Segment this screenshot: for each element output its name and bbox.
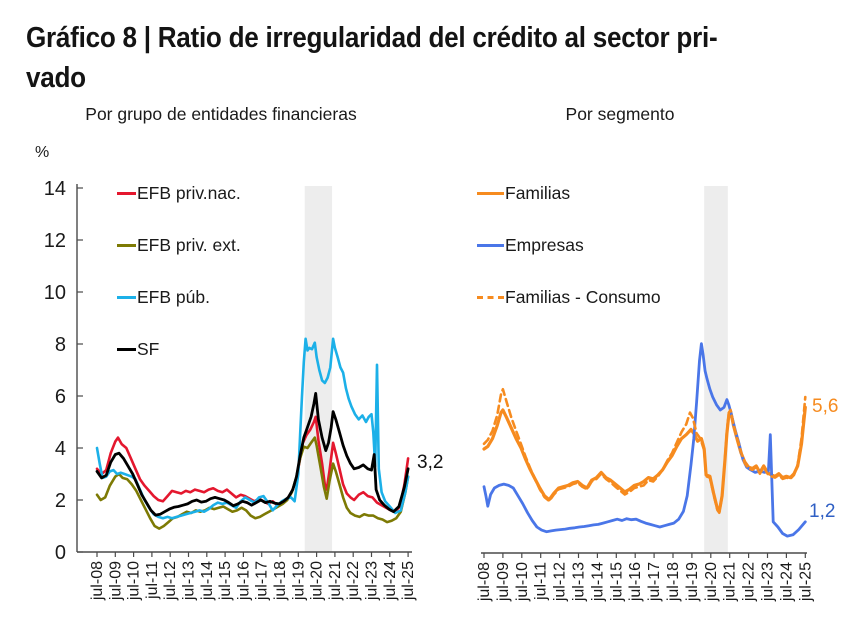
efb-pub-line-swatch-icon	[117, 296, 136, 299]
covid-period-band	[704, 186, 728, 553]
page-title-line1: Gráfico 8 | Ratio de irregularidad del c…	[26, 22, 718, 54]
x-tick-label: jul-18	[272, 561, 289, 601]
x-tick-label: jul-21	[327, 561, 344, 601]
y-tick-label: 0	[55, 542, 66, 564]
x-tick-label: jul-15	[217, 561, 234, 601]
y-tick-label: 2	[55, 490, 66, 512]
legend-item-efb-pub: EFB púb.	[117, 287, 241, 339]
x-tick-label: jul-11	[144, 561, 161, 600]
series-familias	[482, 405, 807, 513]
sf-end-value-label: 3,2	[417, 452, 444, 473]
x-tick-label: jul-25	[797, 562, 814, 602]
x-tick-label: jul-22	[345, 561, 362, 601]
series-sf	[95, 391, 410, 517]
x-tick-label: jul-20	[309, 561, 326, 601]
legend-label: EFB priv.nac.	[137, 183, 241, 203]
y-tick-label: 4	[55, 438, 66, 460]
x-tick-label: jul-14	[199, 561, 216, 601]
x-tick-label: jul-24	[382, 561, 399, 601]
x-tick-label: jul-12	[162, 561, 179, 601]
page-title-line2: vado	[26, 62, 86, 94]
page-title: Gráfico 8 | Ratio de irregularidad del c…	[26, 18, 718, 98]
x-tick-label: jul-12	[552, 562, 569, 602]
x-tick-label: jul-19	[290, 561, 307, 601]
x-tick-label: jul-25	[400, 561, 417, 601]
x-tick-label: jul-24	[778, 562, 795, 602]
x-tick-label: jul-10	[514, 562, 531, 602]
x-tick-label: jul-20	[703, 562, 720, 602]
y-tick-label: 6	[55, 386, 66, 408]
x-tick-label: jul-09	[107, 561, 124, 601]
left-chart-legend: EFB priv.nac. EFB priv. ext. EFB púb. SF	[117, 183, 241, 391]
legend-label: Familias	[505, 183, 571, 203]
x-tick-label: jul-09	[495, 562, 512, 602]
legend-item-familias-consumo: Familias - Consumo	[477, 287, 661, 339]
x-tick-label: jul-17	[646, 562, 663, 602]
x-tick-label: jul-08	[89, 561, 106, 601]
y-tick-label: 12	[44, 230, 66, 252]
x-tick-label: jul-18	[665, 562, 682, 602]
x-tick-label: jul-13	[181, 561, 198, 601]
y-tick-label: 10	[44, 282, 66, 304]
efb-priv-ext-line-swatch-icon	[117, 244, 136, 247]
x-tick-label: jul-14	[589, 562, 606, 602]
y-axis-unit-label: %	[35, 144, 50, 161]
x-tick-label: jul-16	[627, 562, 644, 602]
legend-item-sf: SF	[117, 339, 241, 391]
x-tick-label: jul-19	[684, 562, 701, 602]
x-tick-label: jul-13	[571, 562, 588, 602]
series-efb-priv-ext-	[95, 436, 410, 530]
left-chart-subtitle: Por grupo de entidades financieras	[85, 104, 357, 124]
legend-label: Empresas	[505, 235, 584, 255]
familias-line-swatch-icon	[477, 192, 504, 195]
x-tick-label: jul-23	[364, 561, 381, 601]
legend-item-familias: Familias	[477, 183, 661, 235]
y-tick-label: 8	[55, 334, 66, 356]
x-tick-label: jul-08	[476, 562, 493, 602]
x-tick-label: jul-21	[722, 562, 739, 602]
y-tick-label: 14	[44, 178, 66, 200]
series-familias-consumo	[482, 387, 807, 515]
legend-label: EFB púb.	[137, 287, 210, 307]
right-chart-subtitle: Por segmento	[565, 104, 675, 124]
sf-line-swatch-icon	[117, 348, 136, 351]
x-tick-label: jul-11	[533, 562, 550, 601]
x-tick-label: jul-23	[760, 562, 777, 602]
familias-end-value-label: 5,6	[812, 396, 839, 417]
legend-label: EFB priv. ext.	[137, 235, 241, 255]
right-chart: jul-08 jul-09 jul-10 jul-11 jul-12 jul-13 jul-…	[476, 186, 814, 602]
x-tick-label: jul-17	[254, 561, 271, 601]
empresas-line-swatch-icon	[477, 244, 504, 247]
empresas-end-value-label: 1,2	[809, 501, 836, 522]
x-tick-label: jul-15	[608, 562, 625, 602]
legend-item-efb-priv-nac: EFB priv.nac.	[117, 183, 241, 235]
x-tick-label: jul-10	[126, 561, 143, 601]
legend-label: SF	[137, 339, 160, 359]
right-chart-legend: Familias Empresas Familias - Consumo	[477, 183, 661, 339]
legend-label: Familias - Consumo	[505, 287, 661, 307]
x-tick-label: jul-16	[235, 561, 252, 601]
efb-priv-nac-line-swatch-icon	[117, 192, 136, 195]
series-empresas	[482, 342, 807, 538]
x-tick-label: jul-22	[741, 562, 758, 602]
familias-consumo-dashed-line-swatch-icon	[477, 296, 504, 299]
legend-item-efb-priv-ext: EFB priv. ext.	[117, 235, 241, 287]
legend-item-empresas: Empresas	[477, 235, 661, 287]
